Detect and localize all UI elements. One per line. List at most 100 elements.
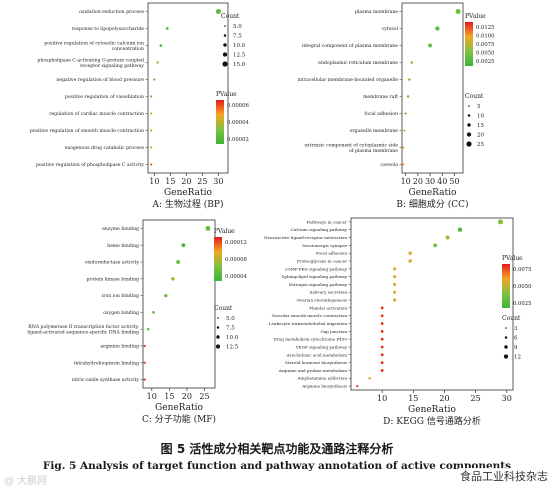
category-label: exogenous drug catabolic process [65, 145, 145, 151]
data-point [408, 259, 412, 263]
colorbar-label: 0.0075 [513, 267, 532, 273]
x-tick-label: 30 [213, 177, 223, 186]
count-legend-label: 7.5 [226, 326, 235, 332]
x-axis-label: GeneRatio [164, 188, 212, 198]
x-axis: 10 15 20 25 30 [149, 173, 223, 186]
category-label: VEGF signaling pathway [295, 344, 348, 349]
chart-subtitle: B: 细胞成分 (CC) [396, 198, 468, 210]
data-point [393, 298, 397, 302]
data-point [205, 225, 211, 231]
pvalue-colorbar [502, 264, 510, 308]
category-label: nitric-oxide synthase activity [72, 377, 140, 383]
count-legend-label: 20 [477, 133, 484, 139]
figure-caption-chinese: 图 5 活性成分相关靶点功能及通路注释分析 [160, 442, 394, 456]
count-legend-label: 7.5 [233, 34, 242, 40]
data-point [435, 26, 440, 31]
data-point [380, 314, 384, 318]
colorbar-label: 0.00006 [227, 103, 250, 109]
count-legend-title: Count [465, 93, 484, 100]
category-label: intracellular membrane-bounded organelle [298, 77, 399, 83]
data-point [498, 219, 504, 225]
count-legend-title: Count [502, 315, 521, 322]
x-axis-label: GeneRatio [408, 405, 456, 415]
colorbar-label: 0.0025 [476, 59, 495, 65]
pvalue-legend-title: PValue [502, 255, 523, 262]
category-label: oxidoreductase activity [85, 260, 140, 266]
category-label: positive regulation of cytosolic calcium… [44, 40, 144, 51]
pvalue-legend: PValue 0.00006 0.00004 0.00002 [216, 91, 250, 144]
colorbar-label: 0.0025 [513, 301, 532, 307]
category-label: RNA polymerase II transcription factor a… [27, 324, 139, 335]
data-point [408, 78, 411, 81]
data-point [455, 9, 461, 14]
count-legend-dot [223, 34, 227, 37]
chart-subtitle: D: KEGG 信号通路分析 [383, 415, 481, 427]
category-label: focal adhesion [364, 111, 398, 117]
x-tick-label: 30 [425, 177, 435, 186]
data-point [380, 329, 384, 333]
count-legend-title: Count [214, 305, 233, 312]
category-labels: enzyme binding heme binding oxidoreductase… [27, 226, 143, 383]
category-label: endoplasmic reticulum membrane [318, 60, 398, 66]
data-points [402, 9, 461, 166]
count-legend: Count 5.0 7.5 10.0 12.5 15.0 [221, 13, 246, 68]
count-legend-label: 3 [514, 326, 518, 332]
category-label: iron ion binding [102, 293, 139, 299]
count-legend-label: 10.0 [233, 43, 246, 49]
category-label: oxidation-reduction process [79, 9, 145, 15]
data-point [164, 293, 168, 298]
count-legend-label: 12 [514, 355, 521, 361]
data-point [410, 61, 414, 64]
colorbar-label: 0.00002 [227, 137, 249, 143]
data-point [445, 235, 450, 240]
category-label: enzyme binding [102, 226, 139, 232]
count-legend-label: 10 [477, 114, 484, 120]
pvalue-legend-title: PValue [216, 91, 237, 98]
count-legend: Count 5.0 7.5 10.0 12.5 [214, 305, 239, 351]
x-axis: 10 20 30 40 50 [401, 173, 460, 186]
pvalue-colorbar [465, 22, 473, 66]
category-label: Focal adhesion [316, 251, 347, 256]
count-legend-dot [504, 345, 508, 349]
category-label: protein kinase binding [86, 276, 139, 282]
category-label: heme binding [107, 243, 139, 249]
x-tick-label: 25 [471, 394, 481, 403]
count-legend-title: Count [221, 13, 240, 20]
x-tick-label: 25 [197, 177, 207, 186]
category-label: Arginine biosynthesis [301, 384, 347, 389]
count-legend-dot [215, 344, 221, 349]
count-legend: Count 3 6 9 12 [502, 315, 521, 361]
colorbar-label: 0.0125 [476, 25, 495, 31]
category-label: Amphetamine addiction [297, 376, 348, 381]
plot-frame [401, 2, 464, 174]
category-label: positive regulation of phospholipase C a… [36, 162, 144, 168]
x-tick-label: 15 [164, 392, 174, 401]
x-axis-label: GeneRatio [155, 403, 203, 413]
x-axis: 10 15 20 25 [147, 388, 210, 401]
count-legend-label: 5.0 [226, 316, 235, 322]
data-point [403, 129, 406, 132]
data-points [356, 219, 504, 388]
category-labels: plasma membrane cytosol integral component… [298, 9, 402, 168]
pvalue-legend: PValue 0.00012 0.00008 0.00004 [214, 228, 248, 281]
colorbar-label: 0.0075 [476, 42, 495, 48]
data-point [368, 377, 371, 380]
category-label: Arachidonic acid metabolism [286, 352, 347, 357]
plot-frame [147, 2, 229, 174]
count-legend-label: 15 [477, 123, 484, 129]
data-point [150, 146, 153, 149]
count-legend-dot [222, 52, 228, 57]
count-legend-dot [467, 123, 471, 127]
count-legend-label: 10.0 [226, 335, 239, 341]
data-point [150, 129, 153, 132]
count-legend-label: 15.0 [233, 62, 246, 68]
pvalue-legend-title: PValue [214, 228, 235, 235]
category-label: Vascular smooth muscle contraction [271, 313, 348, 318]
data-point [171, 277, 175, 281]
colorbar-label: 0.0050 [476, 51, 495, 57]
category-label: organelle membrane [350, 128, 399, 134]
data-point [402, 163, 405, 166]
category-label: regulation of cardiac muscle contraction [49, 111, 144, 117]
